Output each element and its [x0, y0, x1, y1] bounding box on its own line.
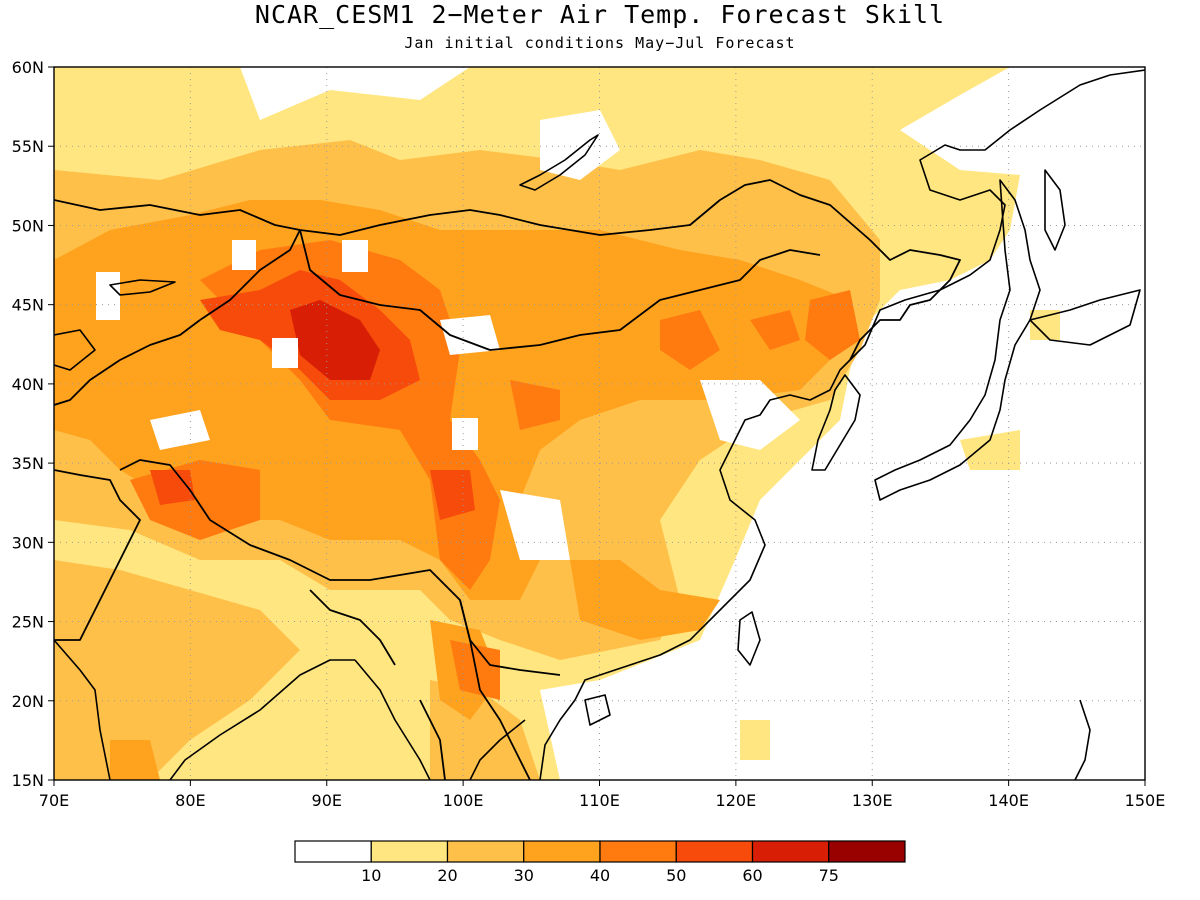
- lon-tick-label: 120E: [716, 791, 757, 810]
- colorbar-label: 50: [666, 866, 686, 885]
- lat-tick-label: 25N: [12, 613, 44, 632]
- colorbar: 10 20 30 40 50 60 75: [294, 840, 906, 885]
- colorbar-swatch: [675, 840, 754, 863]
- latitude-ticks: 60N 55N 50N 45N 40N 35N 30N 25N 20N 15N: [12, 58, 54, 790]
- colorbar-swatch: [370, 840, 449, 863]
- colorbar-swatch: [828, 840, 906, 863]
- lon-tick-label: 130E: [852, 791, 893, 810]
- lat-tick-label: 15N: [12, 771, 44, 790]
- coastlines: [54, 69, 1145, 780]
- longitude-ticks: 70E 80E 90E 100E 110E 120E 130E 140E 150E: [39, 780, 1166, 810]
- country-borders: [54, 179, 961, 780]
- lat-tick-label: 60N: [12, 58, 44, 77]
- colorbar-swatch: [599, 840, 677, 863]
- colorbar-label: 75: [819, 866, 839, 885]
- skill-level-60-75: [290, 300, 380, 380]
- colorbar-swatch: [523, 840, 601, 863]
- map-title: NCAR_CESM1 2−Meter Air Temp. Forecast Sk…: [254, 0, 946, 29]
- lat-tick-label: 45N: [12, 296, 44, 315]
- colorbar-swatch: [294, 840, 372, 863]
- lat-tick-label: 40N: [12, 375, 44, 394]
- lon-tick-label: 110E: [579, 791, 620, 810]
- lon-tick-label: 70E: [39, 791, 69, 810]
- lat-tick-label: 50N: [12, 216, 44, 235]
- colorbar-label: 10: [361, 866, 381, 885]
- colorbar-swatch: [751, 840, 830, 863]
- colorbar-label: 60: [742, 866, 762, 885]
- lon-tick-label: 140E: [988, 791, 1029, 810]
- lat-tick-label: 55N: [12, 137, 44, 156]
- colorbar-label: 20: [437, 866, 457, 885]
- lat-tick-label: 35N: [12, 454, 44, 473]
- lon-tick-label: 150E: [1125, 791, 1166, 810]
- skill-field: [54, 67, 1145, 780]
- colorbar-label: 30: [514, 866, 534, 885]
- map-subtitle: Jan initial conditions May−Jul Forecast: [404, 34, 796, 52]
- lat-tick-label: 30N: [12, 533, 44, 552]
- colorbar-label: 40: [590, 866, 610, 885]
- lon-tick-label: 90E: [312, 791, 342, 810]
- lat-tick-label: 20N: [12, 692, 44, 711]
- lon-tick-label: 80E: [175, 791, 205, 810]
- lon-tick-label: 100E: [443, 791, 484, 810]
- colorbar-swatch: [446, 840, 525, 863]
